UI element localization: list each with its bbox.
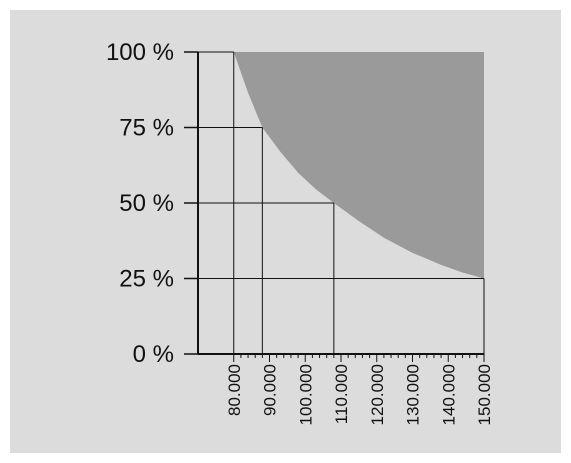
area-chart: 0 % 25 % 50 % 75 % 100 % 80.000 90.000 100.000 1… bbox=[106, 39, 494, 425]
x-tick-label-5: 130.000 bbox=[404, 364, 423, 425]
y-tick-label-2: 50 % bbox=[119, 190, 174, 217]
y-tick-label-4: 100 % bbox=[106, 39, 174, 66]
x-tick-label-7: 150.000 bbox=[475, 364, 494, 425]
y-tick-label-0: 0 % bbox=[133, 341, 174, 368]
x-tick-label-0: 80.000 bbox=[225, 364, 244, 416]
x-tick-label-6: 140.000 bbox=[439, 364, 458, 425]
x-tick-label-2: 100.000 bbox=[296, 364, 315, 425]
shaded-area bbox=[233, 52, 484, 279]
x-tick-label-1: 90.000 bbox=[261, 364, 280, 416]
y-tick-label-3: 75 % bbox=[119, 115, 174, 142]
y-tick-label-1: 25 % bbox=[119, 266, 174, 293]
x-tick-label-4: 120.000 bbox=[368, 364, 387, 425]
x-tick-label-3: 110.000 bbox=[332, 364, 351, 424]
chart-panel: 0 % 25 % 50 % 75 % 100 % 80.000 90.000 100.000 1… bbox=[10, 10, 561, 453]
